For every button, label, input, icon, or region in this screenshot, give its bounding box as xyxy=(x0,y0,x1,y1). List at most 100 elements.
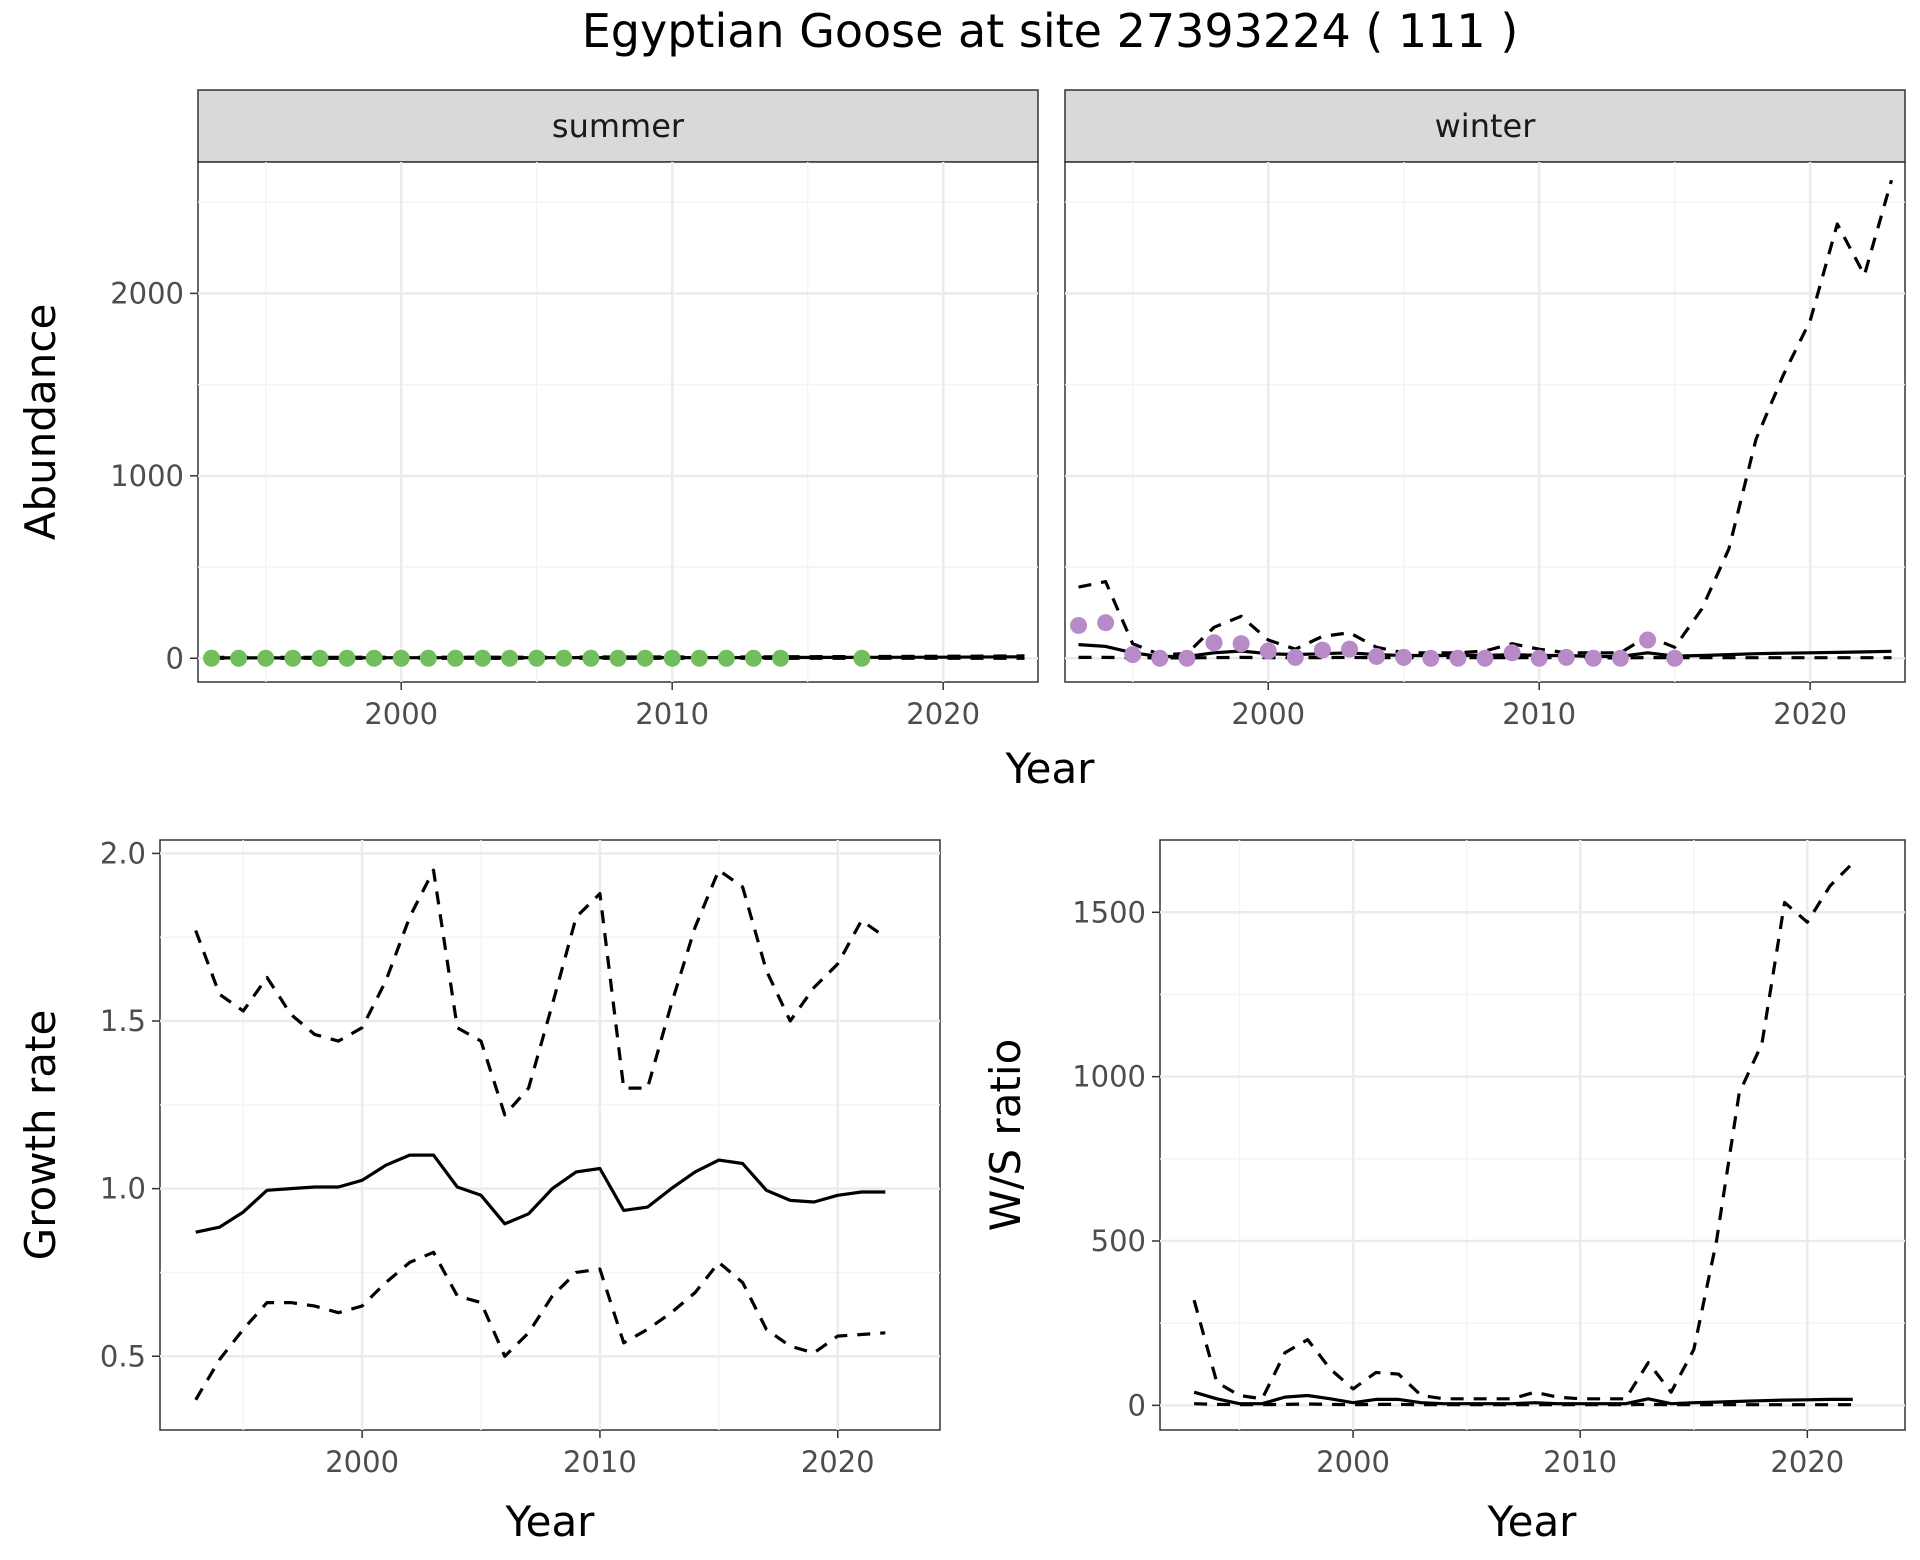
winter-plot-area xyxy=(1064,161,1906,683)
winter-plot-content: 2000 2010 2020 xyxy=(1065,162,1905,731)
series-line-upper xyxy=(1078,179,1894,657)
data-point xyxy=(555,649,573,667)
series-line-lower xyxy=(1078,655,1892,660)
x-tick-label: 2000 xyxy=(325,1445,399,1479)
data-point xyxy=(1070,616,1088,634)
data-point xyxy=(1178,649,1196,667)
data-point xyxy=(1097,614,1115,632)
data-point xyxy=(1530,649,1548,667)
ws-plot-area xyxy=(1159,839,1906,1431)
abundance-summer-panel: summer 2000 2010 2020 0 1000 2000 xyxy=(110,89,1039,731)
data-point xyxy=(772,649,790,667)
data-point xyxy=(203,649,221,667)
x-tick-label: 2010 xyxy=(635,697,709,731)
growth-plot-area xyxy=(159,839,941,1431)
data-point xyxy=(1557,648,1575,666)
summer-strip xyxy=(197,89,1039,163)
data-point xyxy=(257,649,275,667)
data-point xyxy=(501,649,519,667)
abundance-y-label: Abundance xyxy=(16,304,65,541)
summer-strip-label: summer xyxy=(552,107,685,145)
x-tick-label: 2000 xyxy=(1316,1445,1390,1479)
data-point xyxy=(392,649,410,667)
x-tick-label: 2000 xyxy=(1231,697,1305,731)
x-tick-label: 2020 xyxy=(1773,697,1847,731)
data-point xyxy=(1476,649,1494,667)
data-point xyxy=(338,649,356,667)
ws-plot-content: 2000 2010 2020 0 500 1000 1500 xyxy=(1072,840,1905,1479)
y-tick-label: 0.5 xyxy=(100,1339,146,1373)
data-point xyxy=(1124,646,1142,664)
y-tick-label: 2.0 xyxy=(100,836,146,870)
data-point xyxy=(1395,648,1413,666)
data-point xyxy=(1341,640,1359,658)
data-point xyxy=(1368,647,1386,665)
data-point xyxy=(284,649,302,667)
y-tick-label: 0 xyxy=(166,641,184,675)
series-line-upper xyxy=(194,868,887,1117)
x-tick-label: 2020 xyxy=(1770,1445,1844,1479)
ws-ratio-panel: 2000 2010 2020 0 500 1000 1500 xyxy=(1072,839,1906,1479)
data-point xyxy=(1503,644,1521,662)
growth-rate-panel: 2000 2010 2020 0.5 1.0 1.5 2.0 xyxy=(100,836,941,1479)
x-tick-label: 2010 xyxy=(563,1445,637,1479)
data-point xyxy=(230,649,248,667)
data-point xyxy=(1286,648,1304,666)
data-point xyxy=(1584,649,1602,667)
summer-plot-area xyxy=(197,161,1039,683)
data-point xyxy=(1611,649,1629,667)
series-line-lower xyxy=(194,1250,886,1401)
data-point xyxy=(311,649,329,667)
y-tick-label: 1.5 xyxy=(100,1004,146,1038)
data-point xyxy=(1666,649,1684,667)
data-point xyxy=(1151,649,1169,667)
series-line-lower xyxy=(1194,1402,1853,1407)
x-tick-label: 2010 xyxy=(1502,697,1576,731)
winter-strip-label: winter xyxy=(1435,107,1537,145)
y-tick-label: 1.0 xyxy=(100,1172,146,1206)
data-point xyxy=(609,649,627,667)
abundance-winter-panel: winter 2000 2010 2020 xyxy=(1064,89,1906,731)
data-point xyxy=(663,649,681,667)
data-point xyxy=(853,649,871,667)
x-tick-label: 2000 xyxy=(364,697,438,731)
figure-title: Egyptian Goose at site 27393224 ( 111 ) xyxy=(582,4,1519,58)
data-point xyxy=(1259,642,1277,660)
data-point xyxy=(1313,641,1331,659)
series-line-estimate xyxy=(195,1153,886,1234)
data-point xyxy=(636,649,654,667)
summer-plot-content: 2000 2010 2020 0 1000 2000 xyxy=(110,162,1038,731)
data-point xyxy=(1205,634,1223,652)
y-tick-label: 500 xyxy=(1091,1224,1146,1258)
growth-y-label: Growth rate xyxy=(16,1010,65,1261)
data-point xyxy=(528,649,546,667)
growth-plot-content: 2000 2010 2020 0.5 1.0 1.5 2.0 xyxy=(100,836,940,1479)
y-tick-label: 1000 xyxy=(1072,1060,1146,1094)
y-tick-label: 1500 xyxy=(1072,895,1146,929)
data-point xyxy=(446,649,464,667)
data-point xyxy=(419,649,437,667)
ws-y-label: W/S ratio xyxy=(981,1039,1030,1232)
y-tick-label: 1000 xyxy=(110,459,184,493)
data-point xyxy=(1639,631,1657,649)
data-point xyxy=(1232,635,1250,653)
data-point xyxy=(365,649,383,667)
winter-strip xyxy=(1064,89,1906,163)
data-point xyxy=(582,649,600,667)
growth-x-label: Year xyxy=(505,1497,596,1546)
ws-x-label: Year xyxy=(1487,1497,1578,1546)
data-point xyxy=(717,649,735,667)
abundance-x-label: Year xyxy=(1005,744,1096,793)
data-point xyxy=(690,649,708,667)
data-point xyxy=(1449,649,1467,667)
y-tick-label: 2000 xyxy=(110,276,184,310)
x-tick-label: 2020 xyxy=(906,697,980,731)
y-tick-label: 0 xyxy=(1128,1388,1146,1422)
data-point xyxy=(474,649,492,667)
x-tick-label: 2010 xyxy=(1543,1445,1617,1479)
series-line-upper xyxy=(1192,861,1854,1401)
data-point xyxy=(744,649,762,667)
x-tick-label: 2020 xyxy=(801,1445,875,1479)
data-point xyxy=(1422,649,1440,667)
